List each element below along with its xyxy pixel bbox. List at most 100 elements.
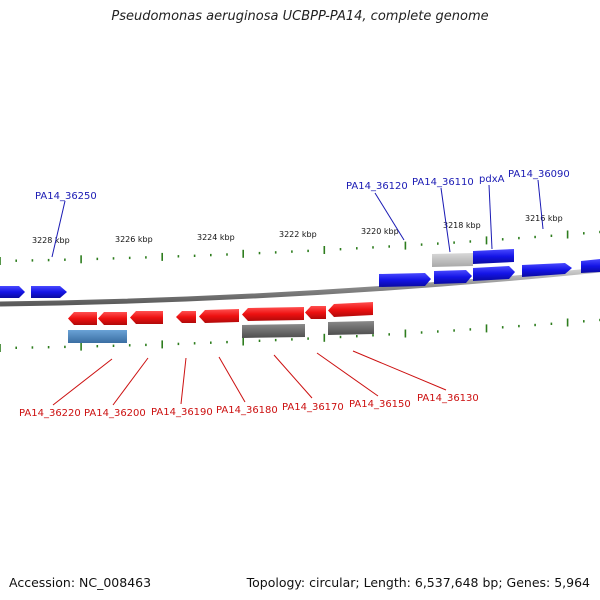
gene-arrow-forward[interactable] [31,286,67,298]
scale-tick-minor [258,251,261,255]
scale-tick-major [566,230,569,239]
scale-tick-major [485,236,488,245]
gene-label[interactable]: PA14_36250 [35,191,97,202]
scale-tick-major [161,252,163,261]
scale-tick-minor [339,248,342,251]
gene-arrow-forward[interactable] [522,263,572,277]
scale-tick-minor [388,333,390,336]
accession-text: Accession: NC_008463 [9,575,152,590]
scale-tick-minor [31,259,34,262]
scale-label: 3228 kbp [32,236,70,245]
scale-tick-minor [420,331,423,334]
gene-arrow-forward[interactable] [0,286,25,298]
scale-tick-minor [31,346,34,349]
scale-tick-minor [501,238,504,241]
gene-block-dark[interactable] [328,321,374,335]
reverse-gene-labels: PA14_36220 PA14_36200 PA14_36190 PA14_36… [19,350,479,419]
scale-tick-minor [64,258,66,261]
gene-arrow-forward-pdxA[interactable] [473,249,514,264]
gene-label[interactable]: PA14_36130 [417,393,479,404]
scale-tick-minor [469,328,472,331]
gene-label[interactable]: PA14_36180 [216,405,278,416]
gene-arrow-reverse[interactable] [305,306,326,319]
gene-arrow-reverse[interactable] [68,312,97,325]
gene-arrow-forward[interactable] [379,273,431,287]
scale-tick-minor [112,257,115,260]
gene-label[interactable]: PA14_36190 [151,407,213,418]
scale-tick-minor [145,343,147,347]
scale-tick-minor [518,324,520,328]
gene-block-dark[interactable] [242,324,305,338]
gene-label[interactable]: PA14_36170 [282,402,344,413]
scale-tick-minor [210,253,212,257]
scale-tick-minor [339,335,342,339]
scale-tick-major [0,344,1,352]
scale-tick-minor [534,235,536,239]
genome-backbone [0,267,600,307]
scale-label: 3220 kbp [361,227,399,236]
gene-label[interactable]: PA14_36090 [508,169,570,180]
scale-tick-minor [583,232,585,235]
gene-label[interactable]: pdxA [479,174,505,185]
forward-strand-genes [0,249,600,298]
gene-arrow-forward[interactable] [581,259,600,273]
scale-tick-minor [372,334,374,337]
scale-tick-minor [307,249,309,253]
scale-tick-minor [258,339,261,342]
scale-tick-minor [356,247,358,250]
gene-block-pseudo[interactable] [432,253,473,267]
scale-tick-minor [420,243,423,246]
scale-tick-minor [518,236,520,240]
scale-tick-major [0,257,1,265]
scale-tick-minor [453,329,455,332]
scale-tick-minor [64,345,66,349]
scale-label: 3226 kbp [115,235,153,244]
genome-summary-text: Topology: circular; Length: 6,537,648 bp… [246,575,590,590]
scale-tick-major [485,324,488,333]
gene-label[interactable]: PA14_36200 [84,408,146,419]
gene-arrow-reverse[interactable] [98,312,127,325]
scale-tick-minor [274,251,277,254]
scale-tick-minor [291,338,293,341]
gene-label[interactable]: PA14_36120 [346,181,408,192]
scale-tick-minor [145,256,147,259]
scale-tick-minor [550,322,553,325]
scale-tick-major [161,340,163,349]
gene-label[interactable]: PA14_36110 [412,177,474,188]
gene-arrow-reverse[interactable] [176,311,196,323]
scale-tick-minor [15,346,17,349]
scale-tick-minor [501,326,504,329]
gene-block-steel[interactable] [68,330,127,343]
scale-tick-minor [372,246,374,249]
gene-arrow-reverse[interactable] [328,302,373,317]
genome-title: Pseudomonas aeruginosa UCBPP-PA14, compl… [111,9,489,24]
scale-tick-minor [96,257,99,261]
scale-tick-minor [534,323,536,327]
gene-arrow-reverse[interactable] [130,311,163,324]
scale-tick-minor [177,342,180,346]
scale-tick-minor [193,254,196,257]
scale-tick-minor [469,240,472,243]
scale-tick-major [242,249,244,258]
forward-gene-labels: PA14_36250 PA14_36120 PA14_36110 pdxA PA… [35,169,570,258]
scale-tick-minor [437,242,439,245]
scale-tick-minor [112,344,115,347]
scale-tick-major [404,329,407,338]
scale-tick-minor [453,241,455,244]
scale-label: 3216 kbp [525,214,563,223]
scale-tick-minor [177,255,180,258]
scale-ticks-reverse [0,318,600,352]
gene-arrow-reverse[interactable] [242,307,304,321]
scale-label: 3222 kbp [279,230,317,239]
scale-tick-minor [307,337,309,340]
gene-label[interactable]: PA14_36150 [349,399,411,410]
gene-arrow-reverse[interactable] [199,309,239,323]
gene-arrow-forward[interactable] [434,270,472,284]
scale-ticks-forward [0,230,600,265]
scale-tick-minor [388,245,390,248]
gene-arrow-forward[interactable] [473,266,515,281]
scale-tick-minor [96,345,99,348]
scale-tick-minor [583,320,585,323]
gene-label[interactable]: PA14_36220 [19,408,81,419]
